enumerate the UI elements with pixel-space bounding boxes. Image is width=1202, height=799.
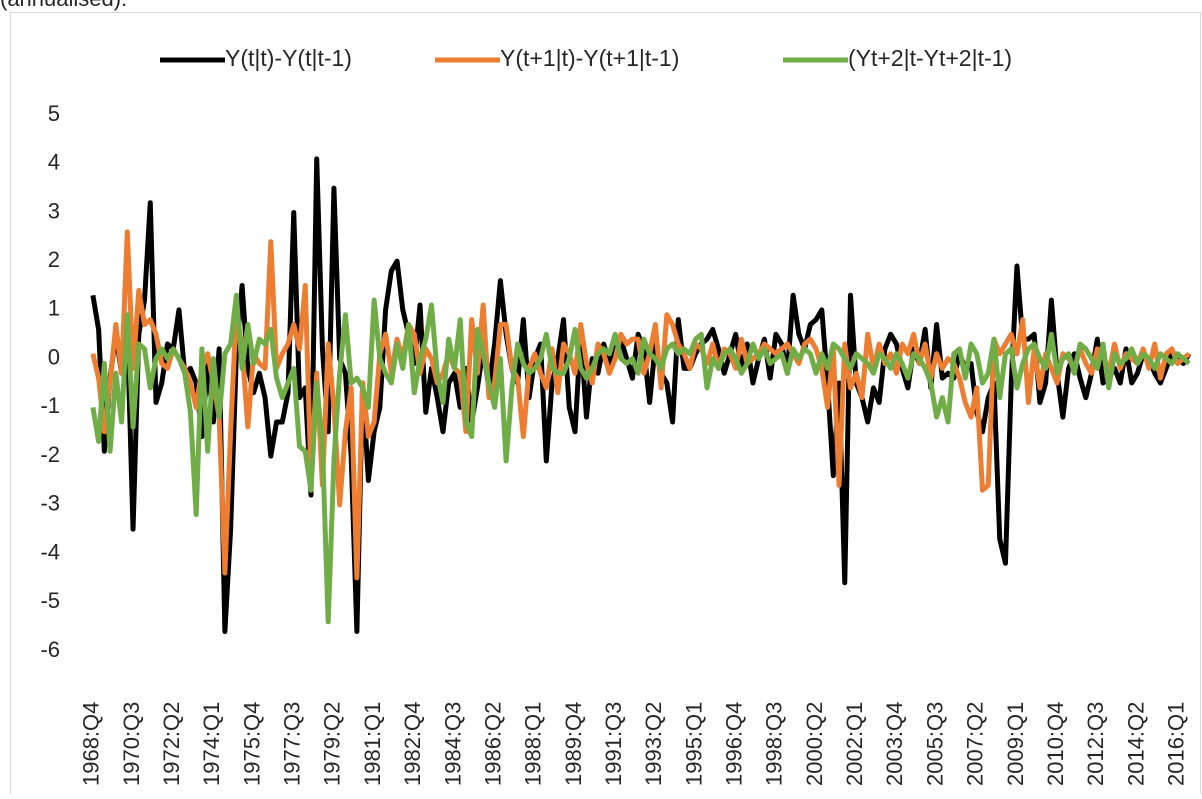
legend-label: Y(t+1|t)-Y(t+1|t-1) (500, 45, 679, 71)
series-line (90, 229, 1191, 581)
x-tick-label: 2002:Q1 (842, 702, 867, 786)
y-tick-label: 2 (48, 247, 60, 272)
x-tick-label: 1979:Q2 (320, 702, 345, 786)
y-tick-label: 3 (48, 198, 60, 223)
x-tick-label: 1974:Q1 (199, 702, 224, 786)
chart-border (10, 12, 1201, 799)
y-tick-label: 0 (48, 344, 60, 369)
x-tick-label: 2003:Q4 (882, 702, 907, 786)
y-tick-label: -5 (40, 588, 60, 613)
x-tick-label: 1975:Q4 (239, 702, 264, 786)
x-tick-label: 2007:Q2 (963, 702, 988, 786)
x-tick-label: 2014:Q2 (1123, 702, 1148, 786)
x-tick-label: 1993:Q2 (641, 702, 666, 786)
x-tick-label: 2016:Q1 (1163, 702, 1188, 786)
legend-label: Y(t|t)-Y(t|t-1) (225, 45, 352, 71)
x-tick-label: 1972:Q2 (159, 702, 184, 786)
x-tick-label: 2009:Q1 (1003, 702, 1028, 786)
x-tick-label: 1996:Q4 (722, 702, 747, 786)
x-tick-label: 1998:Q3 (762, 702, 787, 786)
series-line (90, 292, 1191, 625)
x-tick-label: 1977:Q3 (280, 702, 305, 786)
series-line (90, 156, 1192, 635)
y-tick-label: -6 (40, 637, 60, 662)
x-tick-label: 2005:Q3 (922, 702, 947, 786)
y-tick-label: -1 (40, 393, 60, 418)
y-tick-label: 4 (48, 150, 60, 175)
y-tick-label: 1 (48, 296, 60, 321)
x-tick-label: 2010:Q4 (1043, 702, 1068, 786)
x-tick-label: 1988:Q1 (521, 702, 546, 786)
chart-subtitle: (annualised). (0, 0, 127, 11)
x-tick-label: 2000:Q2 (802, 702, 827, 786)
legend-label: (Yt+2|t-Yt+2|t-1) (848, 45, 1012, 71)
y-tick-label: 5 (48, 101, 60, 126)
x-tick-label: 1991:Q3 (601, 702, 626, 786)
x-tick-label: 1995:Q1 (681, 702, 706, 786)
x-tick-label: 1968:Q4 (79, 702, 104, 786)
y-tick-label: -2 (40, 442, 60, 467)
y-tick-label: -3 (40, 491, 60, 516)
y-tick-label: -4 (40, 539, 60, 564)
x-tick-label: 1989:Q4 (561, 702, 586, 786)
x-tick-label: 1981:Q1 (360, 702, 385, 786)
x-tick-label: 1984:Q3 (440, 702, 465, 786)
x-tick-label: 1982:Q4 (400, 702, 425, 786)
x-tick-label: 1986:Q2 (480, 702, 505, 786)
x-tick-label: 2012:Q3 (1083, 702, 1108, 786)
x-tick-label: 1970:Q3 (119, 702, 144, 786)
